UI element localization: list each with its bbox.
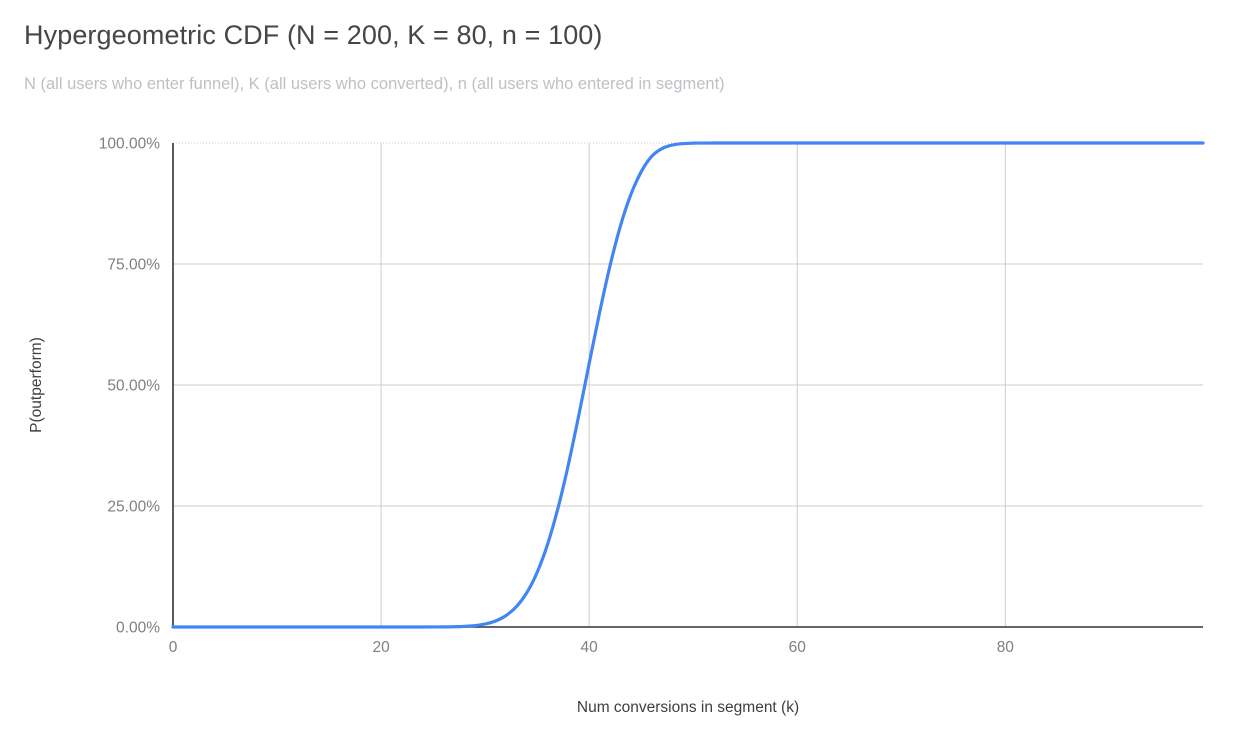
y-axis-tick-label: 50.00% <box>107 378 160 395</box>
x-axis-tick-label: 20 <box>372 639 390 656</box>
y-axis-tick-labels: 0.00% 25.00% 50.00% 75.00% 100.00% <box>99 136 160 637</box>
y-axis-tick-label: 0.00% <box>116 620 160 637</box>
y-axis-title: P(outperform) <box>28 337 45 433</box>
chart-subtitle: N (all users who enter funnel), K (all u… <box>24 75 725 93</box>
gridlines <box>173 142 1203 627</box>
chart-title: Hypergeometric CDF (N = 200, K = 80, n =… <box>24 20 603 50</box>
x-axis-title: Num conversions in segment (k) <box>577 699 799 716</box>
y-axis-tick-label: 75.00% <box>107 257 160 274</box>
x-axis-tick-label: 40 <box>581 639 599 656</box>
x-axis-tick-label: 60 <box>789 639 807 656</box>
y-axis-tick-label: 25.00% <box>107 499 160 516</box>
x-axis-tick-label: 80 <box>997 639 1015 656</box>
x-axis-tick-label: 0 <box>169 639 178 656</box>
x-axis-tick-labels: 0 20 40 60 80 <box>169 639 1015 656</box>
series-lines <box>171 141 1205 629</box>
y-axis-tick-label: 100.00% <box>99 136 160 153</box>
series-line-p-outperform <box>171 141 1205 629</box>
